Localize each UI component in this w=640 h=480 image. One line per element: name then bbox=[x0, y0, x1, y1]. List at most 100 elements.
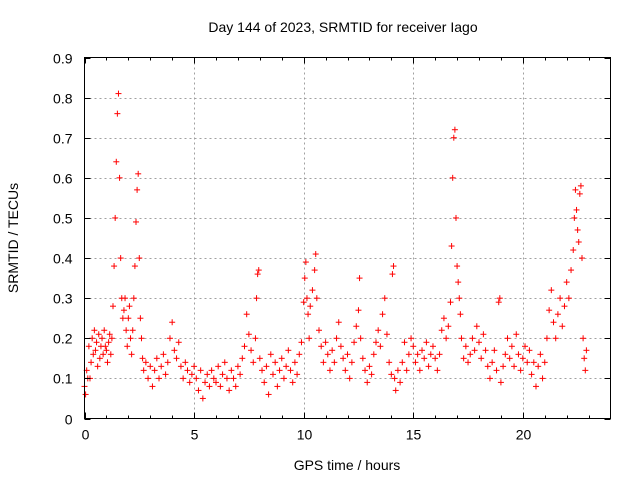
data-point bbox=[188, 371, 195, 378]
data-point bbox=[480, 331, 487, 338]
data-point bbox=[423, 339, 430, 346]
data-point bbox=[458, 335, 465, 342]
data-point bbox=[136, 255, 143, 262]
data-point bbox=[287, 367, 294, 374]
data-point bbox=[447, 299, 454, 306]
data-point bbox=[394, 367, 401, 374]
data-point bbox=[90, 351, 97, 358]
data-point bbox=[353, 323, 360, 330]
data-point bbox=[85, 343, 92, 350]
data-point bbox=[452, 214, 459, 221]
data-point bbox=[342, 367, 349, 374]
data-point bbox=[309, 287, 316, 294]
data-point bbox=[171, 347, 178, 354]
data-point bbox=[346, 375, 353, 382]
data-point bbox=[151, 367, 158, 374]
data-point bbox=[296, 351, 303, 358]
data-point bbox=[359, 355, 366, 362]
y-tick-label: 0.8 bbox=[53, 91, 73, 107]
data-point bbox=[91, 327, 98, 334]
data-point bbox=[577, 182, 584, 189]
data-point bbox=[105, 339, 112, 346]
data-point bbox=[149, 383, 156, 390]
data-point bbox=[522, 343, 529, 350]
data-point bbox=[580, 335, 587, 342]
data-point bbox=[239, 355, 246, 362]
data-point bbox=[123, 327, 130, 334]
data-point bbox=[274, 383, 281, 390]
data-point bbox=[88, 359, 95, 366]
data-point bbox=[333, 335, 340, 342]
data-point bbox=[142, 359, 149, 366]
data-point bbox=[267, 351, 274, 358]
data-point bbox=[326, 367, 333, 374]
data-point bbox=[119, 315, 126, 322]
data-point bbox=[526, 347, 533, 354]
data-point bbox=[432, 355, 439, 362]
data-point bbox=[128, 351, 135, 358]
data-point bbox=[210, 375, 217, 382]
data-point bbox=[156, 375, 163, 382]
data-point bbox=[427, 351, 434, 358]
data-point bbox=[421, 355, 428, 362]
data-point bbox=[471, 347, 478, 354]
data-point bbox=[166, 335, 173, 342]
data-point bbox=[528, 371, 535, 378]
data-point bbox=[372, 339, 379, 346]
data-point bbox=[460, 355, 467, 362]
data-point bbox=[465, 359, 472, 366]
data-point bbox=[381, 295, 388, 302]
data-point bbox=[443, 335, 450, 342]
y-tick-label: 0.2 bbox=[53, 331, 73, 347]
data-point bbox=[550, 319, 557, 326]
data-point bbox=[294, 371, 301, 378]
data-point bbox=[182, 359, 189, 366]
data-point bbox=[357, 335, 364, 342]
data-point bbox=[574, 226, 581, 233]
data-point bbox=[451, 126, 458, 133]
data-point bbox=[285, 347, 292, 354]
data-point bbox=[280, 375, 287, 382]
y-tick-label: 0.6 bbox=[53, 171, 73, 187]
data-point bbox=[134, 186, 141, 193]
data-point bbox=[245, 331, 252, 338]
data-point bbox=[129, 327, 136, 334]
data-point bbox=[313, 295, 320, 302]
data-point bbox=[356, 275, 363, 282]
data-point bbox=[476, 339, 482, 346]
data-point bbox=[511, 363, 518, 370]
data-point bbox=[311, 267, 318, 274]
y-tick-label: 0.7 bbox=[53, 131, 73, 147]
data-point bbox=[454, 263, 461, 270]
data-point bbox=[199, 395, 206, 402]
data-point bbox=[96, 355, 103, 362]
data-point bbox=[351, 339, 358, 346]
data-point bbox=[375, 327, 382, 334]
data-point bbox=[410, 343, 417, 350]
data-point bbox=[582, 367, 589, 374]
data-point bbox=[135, 170, 142, 177]
data-point bbox=[450, 134, 457, 141]
data-point bbox=[543, 335, 550, 342]
data-point bbox=[335, 319, 342, 326]
data-point bbox=[272, 359, 279, 366]
data-point bbox=[337, 343, 344, 350]
data-point bbox=[120, 307, 127, 314]
data-point bbox=[289, 379, 296, 386]
data-point bbox=[405, 351, 412, 358]
data-point bbox=[184, 367, 191, 374]
y-tick-label: 0.5 bbox=[53, 211, 73, 227]
data-point bbox=[513, 331, 520, 338]
data-point bbox=[195, 387, 202, 394]
data-point bbox=[508, 343, 515, 350]
y-tick-labels: 0 0.1 0.2 0.3 0.4 0.5 0.6 0.7 0.8 0.9 bbox=[53, 51, 73, 428]
data-point bbox=[548, 287, 555, 294]
data-point bbox=[92, 347, 99, 354]
data-point bbox=[243, 311, 250, 318]
y-tick-label: 0 bbox=[65, 412, 73, 428]
data-point bbox=[570, 247, 577, 254]
data-point bbox=[561, 303, 568, 310]
data-point bbox=[436, 351, 443, 358]
data-point bbox=[82, 391, 89, 398]
data-point bbox=[226, 387, 233, 394]
